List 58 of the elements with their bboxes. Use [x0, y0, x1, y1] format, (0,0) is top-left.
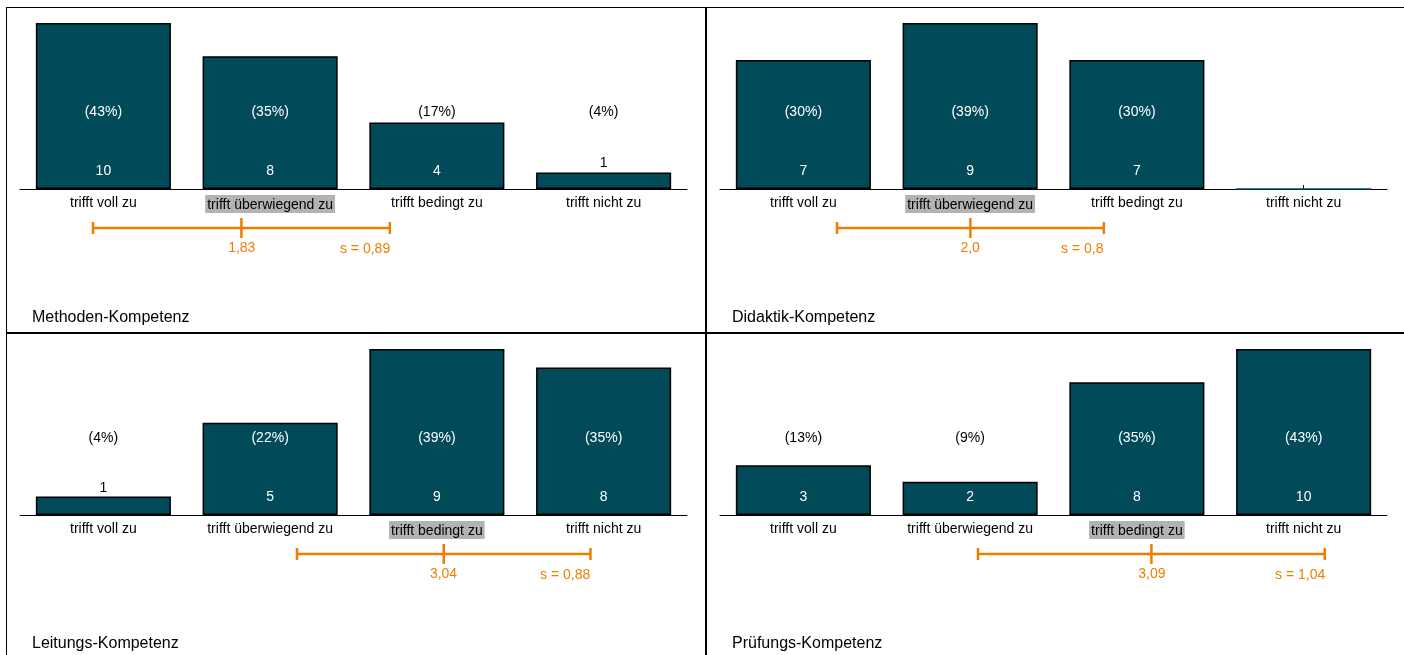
annotation: (43%) [1284, 428, 1323, 445]
annotation: (30%) [1118, 102, 1156, 119]
x-tick-label: trifft überwiegend zu [907, 196, 1034, 212]
data-label: 10 [1295, 488, 1312, 504]
x-tick-label: trifft voll zu [770, 194, 837, 210]
x-tick-label: trifft überwiegend zu [907, 520, 1034, 536]
x-tick-label: trifft nicht zu [1266, 194, 1342, 210]
data-label: 8 [1132, 488, 1141, 504]
annotation: (35%) [584, 428, 623, 445]
text: s = 0,8 [1061, 240, 1104, 256]
annotation: (35%) [251, 102, 289, 119]
x-tick-label: trifft nicht zu [566, 520, 642, 536]
data-label: 9 [432, 488, 441, 504]
x-tick-label: trifft bedingt zu [1091, 194, 1183, 210]
annotation: (17%) [418, 102, 456, 119]
annotation: (13%) [784, 428, 823, 445]
data-label: 1 [99, 478, 108, 495]
text: s = 0,88 [540, 566, 591, 582]
annotation: (9%) [955, 428, 985, 445]
data-label: 9 [966, 162, 975, 178]
data-label: 5 [266, 488, 275, 504]
x-tick-label: trifft überwiegend zu [207, 520, 334, 536]
x-tick-label: trifft nicht zu [1266, 520, 1342, 536]
text: s = 1,04 [1274, 566, 1326, 582]
x-tick-label: trifft überwiegend zu [207, 196, 334, 212]
data-label: 1 [599, 154, 608, 171]
annotation: (4%) [588, 102, 619, 119]
x-tick-label: trifft voll zu [70, 520, 137, 536]
x-tick-label: trifft bedingt zu [391, 194, 483, 210]
text: 1,83 [227, 239, 257, 255]
text: 2,0 [959, 239, 981, 255]
annotation: (43%) [84, 102, 123, 119]
data-label: 3 [799, 488, 808, 504]
x-tick-label: trifft voll zu [70, 194, 137, 210]
annotation: (39%) [951, 102, 989, 119]
data-label: 7 [799, 162, 808, 178]
text: Methoden-Kompetenz [32, 307, 190, 325]
data-label: 2 [966, 488, 975, 504]
text: 3,04 [428, 565, 459, 581]
data-label: 4 [432, 162, 441, 178]
annotation: (4%) [88, 428, 119, 445]
x-tick-label: trifft bedingt zu [391, 522, 483, 538]
x-tick-label: trifft nicht zu [566, 194, 642, 210]
text: Leitungs-Kompetenz [32, 633, 179, 651]
annotation: (39%) [418, 428, 456, 445]
data-label: 10 [95, 162, 112, 178]
text: Prüfungs-Kompetenz [732, 633, 883, 651]
text: 3,09 [1137, 565, 1167, 581]
data-label: 7 [1132, 162, 1141, 178]
text: Didaktik-Kompetenz [732, 307, 876, 325]
annotation: (35%) [1118, 428, 1156, 445]
text: s = 0,89 [339, 240, 391, 256]
annotation: (22%) [251, 428, 289, 445]
x-tick-label: trifft bedingt zu [1091, 522, 1183, 538]
x-tick-label: trifft voll zu [770, 520, 837, 536]
data-label: 8 [266, 162, 275, 178]
data-label: 8 [599, 488, 608, 504]
annotation: (30%) [784, 102, 823, 119]
